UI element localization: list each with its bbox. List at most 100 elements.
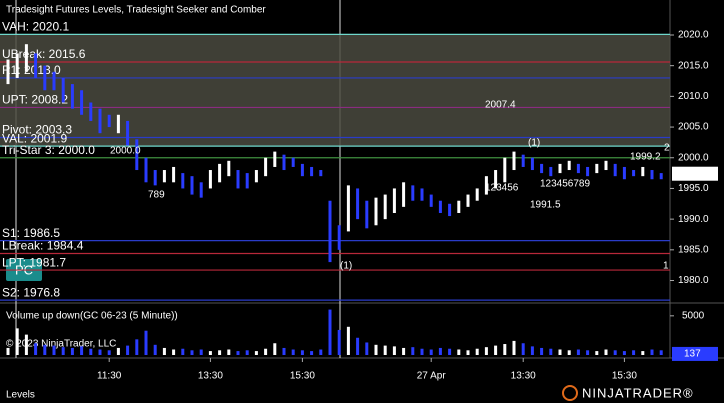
price-bar (392, 188, 396, 213)
price-bar (420, 188, 424, 201)
annotation: 2000.0 (110, 146, 141, 157)
volume-bar (402, 347, 406, 355)
volume-bar (172, 349, 176, 355)
price-bar (438, 200, 442, 213)
volume-bar (383, 345, 387, 355)
volume-bar (604, 349, 608, 355)
volume-bar (70, 347, 74, 355)
annotation: 2007.4 (485, 100, 516, 111)
level-label: S2: 1976.8 (2, 285, 60, 299)
volume-bar (466, 350, 470, 355)
copyright: © 2023 NinjaTrader, LLC (6, 339, 116, 350)
volume-bar (549, 348, 553, 355)
volume-bar (52, 345, 56, 355)
x-tick-label: 11:30 (97, 371, 122, 382)
price-bar (6, 59, 10, 85)
volume-bar (595, 351, 599, 355)
x-tick-label: 27 Apr (417, 371, 447, 382)
price-bar (337, 225, 341, 250)
price-bar (264, 157, 268, 177)
price-bar (521, 154, 525, 167)
volume-bar (576, 349, 580, 355)
price-bar (144, 157, 148, 183)
volume-bar (89, 348, 93, 355)
price-bar (558, 163, 562, 174)
volume-bar (144, 330, 148, 355)
price-bar (34, 53, 38, 78)
level-label: VAL: 2001.9 (2, 131, 67, 145)
y-tick-label: 2000.0 (678, 152, 709, 163)
annotation: 1 (663, 261, 669, 272)
volume-bar (420, 348, 424, 355)
price-bar (659, 173, 663, 180)
annotation: 123456 (485, 183, 519, 194)
last-price-box (672, 166, 718, 181)
annotation: 789 (148, 190, 165, 201)
price-bar (98, 108, 102, 134)
price-bar (135, 139, 139, 171)
volume-bar (116, 347, 120, 355)
y-tick-label: 1980.0 (678, 275, 709, 286)
tab[interactable]: Levels (6, 390, 35, 401)
volume-bar (264, 348, 268, 355)
price-bar (181, 173, 185, 189)
volume-bar (512, 340, 516, 355)
level-label: VAH: 2020.1 (2, 20, 69, 34)
price-bar (383, 194, 387, 220)
price-bar (236, 170, 240, 189)
price-bar (356, 188, 360, 220)
volume-bar (181, 348, 185, 355)
volume-bar (24, 334, 28, 355)
price-bar (61, 77, 65, 103)
last-price-label: 1997.4 (676, 168, 707, 179)
x-tick-label: 15:30 (612, 371, 637, 382)
volume-bar (126, 345, 130, 355)
price-bar (402, 182, 406, 207)
logo-icon (562, 385, 578, 401)
price-bar (218, 163, 222, 183)
volume-bar (300, 350, 304, 355)
volume-bar (503, 344, 507, 355)
price-bar (429, 194, 433, 207)
price-bar (15, 53, 19, 78)
volume-bar (411, 347, 415, 355)
volume-bar (162, 347, 166, 355)
x-tick-label: 13:30 (198, 371, 223, 382)
level-label: Pivot: 2003.3 (2, 123, 72, 137)
price-bar (116, 114, 120, 134)
volume-bar (310, 351, 314, 355)
price-bar (604, 160, 608, 171)
y-tick-label: 2015.0 (678, 60, 709, 71)
price-bar (254, 170, 258, 183)
volume-bar (659, 350, 663, 355)
price-bar (512, 151, 516, 171)
price-bar (595, 163, 599, 174)
volume-bar (650, 349, 654, 355)
price-bar (457, 200, 461, 213)
volume-bar (521, 343, 525, 355)
price-bar (227, 160, 231, 177)
price-bar (549, 166, 553, 177)
price-bar (172, 166, 176, 183)
price-bar (153, 170, 157, 186)
price-bar (107, 114, 111, 128)
volume-bar (494, 345, 498, 355)
volume-bar (622, 351, 626, 355)
volume-bar (328, 309, 332, 355)
level-label: Tri-Star 3: 2000.0 (2, 143, 95, 157)
volume-bar (374, 344, 378, 355)
annotation: 2 (664, 143, 670, 154)
volume-bar (356, 337, 360, 355)
volume-bar (218, 350, 222, 355)
y-tick-label: 2005.0 (678, 122, 709, 133)
volume-bar (43, 344, 47, 355)
price-bar (530, 157, 534, 171)
price-bar (475, 188, 479, 201)
y-tick-label: 2020.0 (678, 30, 709, 41)
volume-bar (6, 347, 10, 355)
volume-bar (558, 349, 562, 355)
price-bar (613, 163, 617, 177)
price-bar (208, 170, 212, 189)
volume-bar (199, 349, 203, 355)
